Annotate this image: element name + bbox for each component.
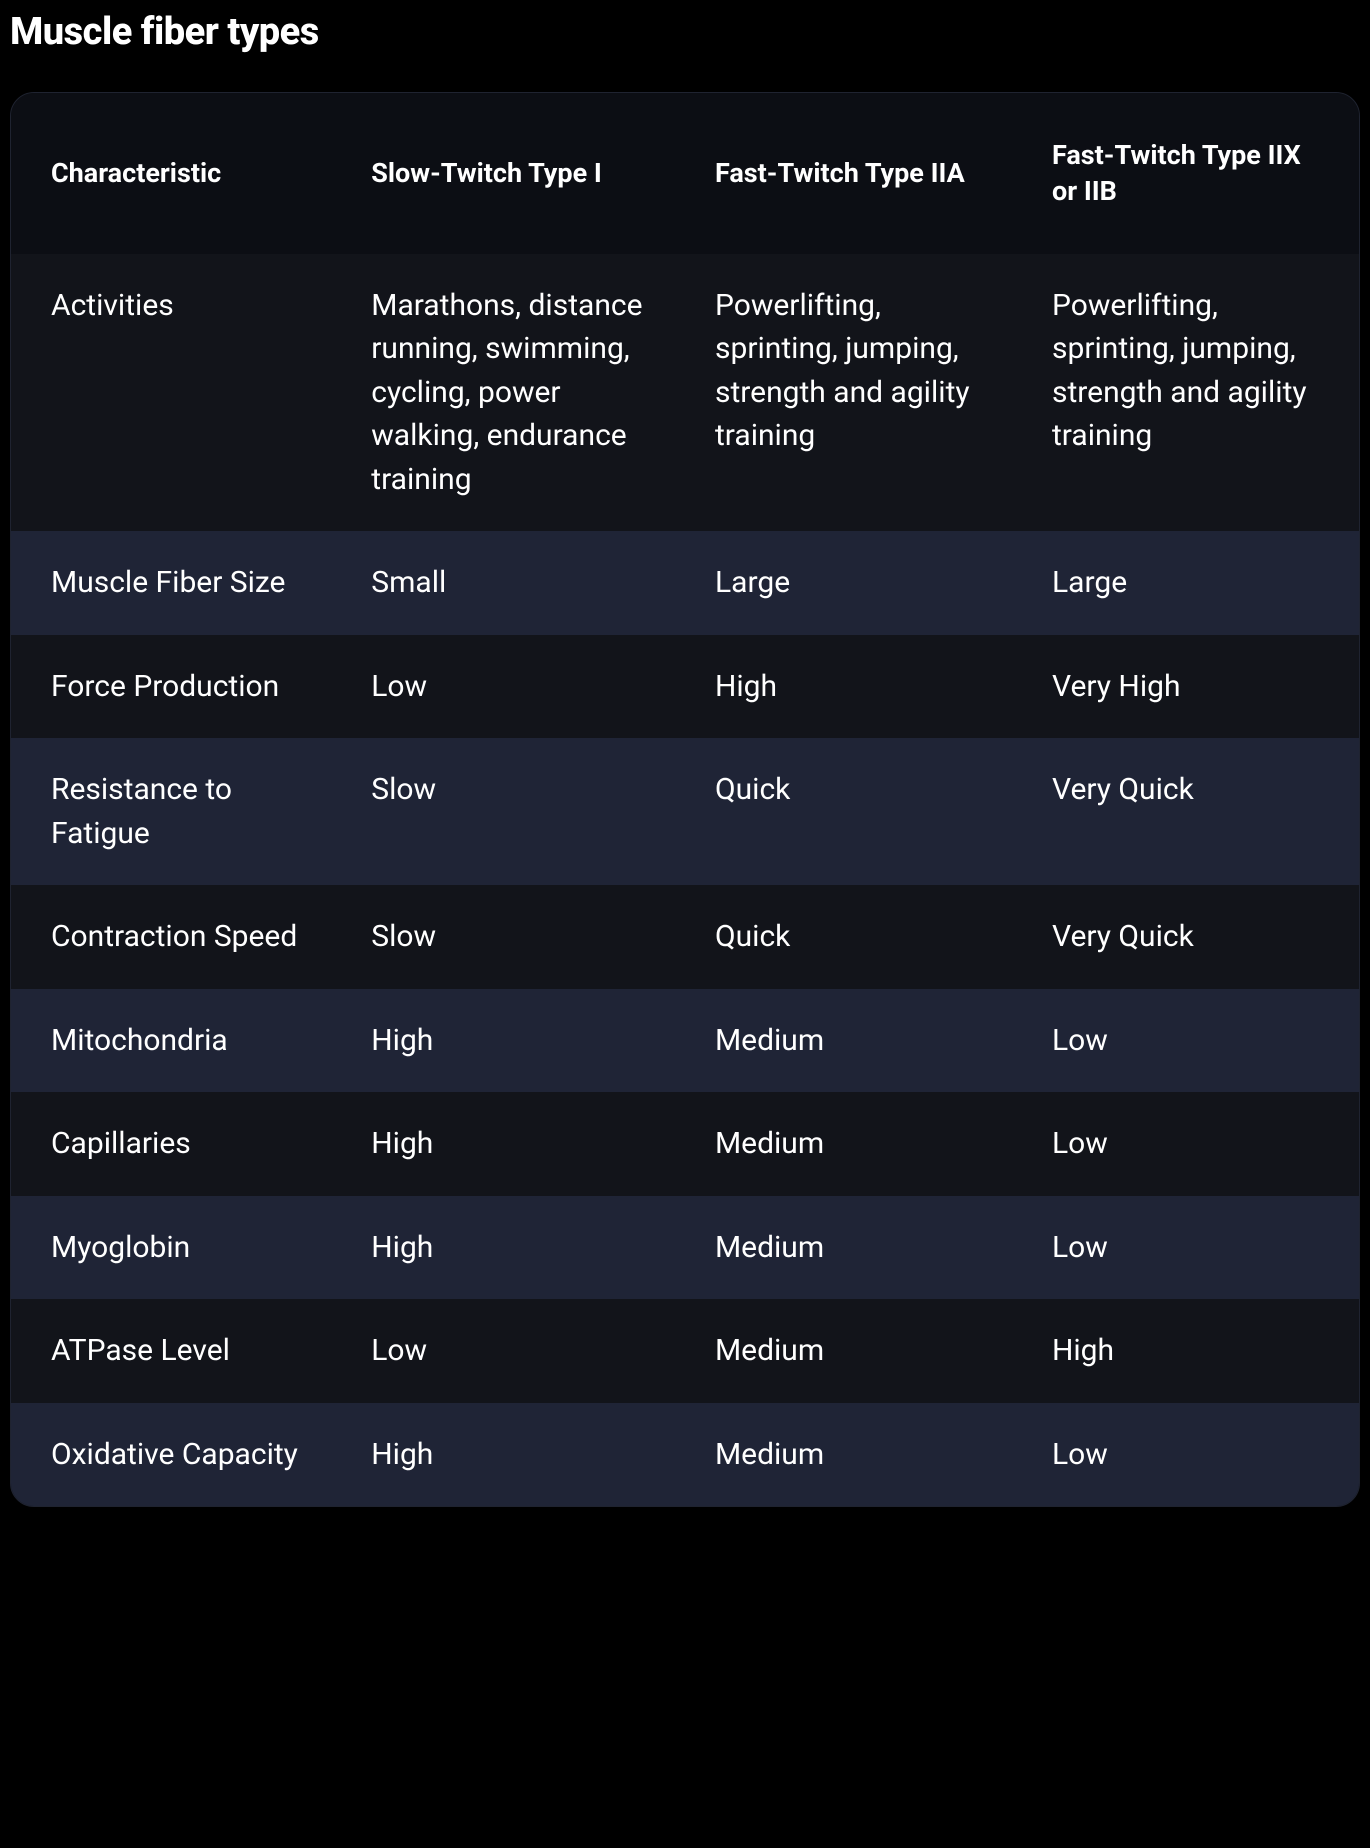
- table-cell: Quick: [685, 738, 1022, 885]
- column-header-characteristic: Characteristic: [11, 93, 341, 254]
- table-row: MyoglobinHighMediumLow: [11, 1196, 1359, 1300]
- table-cell: Powerlifting, sprinting, jumping, streng…: [1022, 254, 1359, 532]
- table-row: Resistance to FatigueSlowQuickVery Quick: [11, 738, 1359, 885]
- table-cell: Small: [341, 531, 685, 635]
- column-header-slow-twitch: Slow-Twitch Type I: [341, 93, 685, 254]
- column-header-fast-twitch-iia: Fast-Twitch Type IIA: [685, 93, 1022, 254]
- table-cell: Mitochondria: [11, 989, 341, 1093]
- table-cell: Quick: [685, 885, 1022, 989]
- table-cell: Slow: [341, 885, 685, 989]
- table-cell: Low: [1022, 1196, 1359, 1300]
- muscle-fiber-table: Characteristic Slow-Twitch Type I Fast-T…: [11, 93, 1359, 1506]
- table-cell: High: [685, 635, 1022, 739]
- table-row: Oxidative CapacityHighMediumLow: [11, 1403, 1359, 1507]
- table-row: ATPase LevelLowMediumHigh: [11, 1299, 1359, 1403]
- page-title: Muscle fiber types: [10, 10, 1360, 54]
- table-cell: Medium: [685, 1403, 1022, 1507]
- table-cell: Large: [685, 531, 1022, 635]
- table-cell: High: [341, 1403, 685, 1507]
- table-cell: Resistance to Fatigue: [11, 738, 341, 885]
- table-cell: Low: [1022, 989, 1359, 1093]
- table-cell: High: [341, 1196, 685, 1300]
- table-row: Contraction SpeedSlowQuickVery Quick: [11, 885, 1359, 989]
- table-cell: Low: [341, 635, 685, 739]
- table-row: CapillariesHighMediumLow: [11, 1092, 1359, 1196]
- table-header: Characteristic Slow-Twitch Type I Fast-T…: [11, 93, 1359, 254]
- table-cell: Large: [1022, 531, 1359, 635]
- table-cell: Myoglobin: [11, 1196, 341, 1300]
- table-body: ActivitiesMarathons, distance running, s…: [11, 254, 1359, 1507]
- table-row: Force ProductionLowHighVery High: [11, 635, 1359, 739]
- table-row: MitochondriaHighMediumLow: [11, 989, 1359, 1093]
- table-row: ActivitiesMarathons, distance running, s…: [11, 254, 1359, 532]
- table-cell: Muscle Fiber Size: [11, 531, 341, 635]
- table-cell: Low: [1022, 1403, 1359, 1507]
- table-cell: Medium: [685, 1092, 1022, 1196]
- table-cell: Marathons, distance running, swimming, c…: [341, 254, 685, 532]
- column-header-fast-twitch-iix: Fast-Twitch Type IIX or IIB: [1022, 93, 1359, 254]
- table-cell: Activities: [11, 254, 341, 532]
- table-cell: Low: [341, 1299, 685, 1403]
- table-cell: ATPase Level: [11, 1299, 341, 1403]
- muscle-fiber-table-container: Characteristic Slow-Twitch Type I Fast-T…: [10, 92, 1360, 1507]
- table-row: Muscle Fiber SizeSmallLargeLarge: [11, 531, 1359, 635]
- table-cell: Slow: [341, 738, 685, 885]
- table-cell: High: [1022, 1299, 1359, 1403]
- table-cell: Capillaries: [11, 1092, 341, 1196]
- table-cell: Very Quick: [1022, 885, 1359, 989]
- table-cell: High: [341, 1092, 685, 1196]
- table-cell: Contraction Speed: [11, 885, 341, 989]
- table-cell: Very High: [1022, 635, 1359, 739]
- table-cell: Medium: [685, 989, 1022, 1093]
- table-cell: Medium: [685, 1196, 1022, 1300]
- table-cell: Very Quick: [1022, 738, 1359, 885]
- table-cell: Low: [1022, 1092, 1359, 1196]
- table-cell: Force Production: [11, 635, 341, 739]
- table-cell: Oxidative Capacity: [11, 1403, 341, 1507]
- table-cell: High: [341, 989, 685, 1093]
- table-cell: Powerlifting, sprinting, jumping, streng…: [685, 254, 1022, 532]
- table-cell: Medium: [685, 1299, 1022, 1403]
